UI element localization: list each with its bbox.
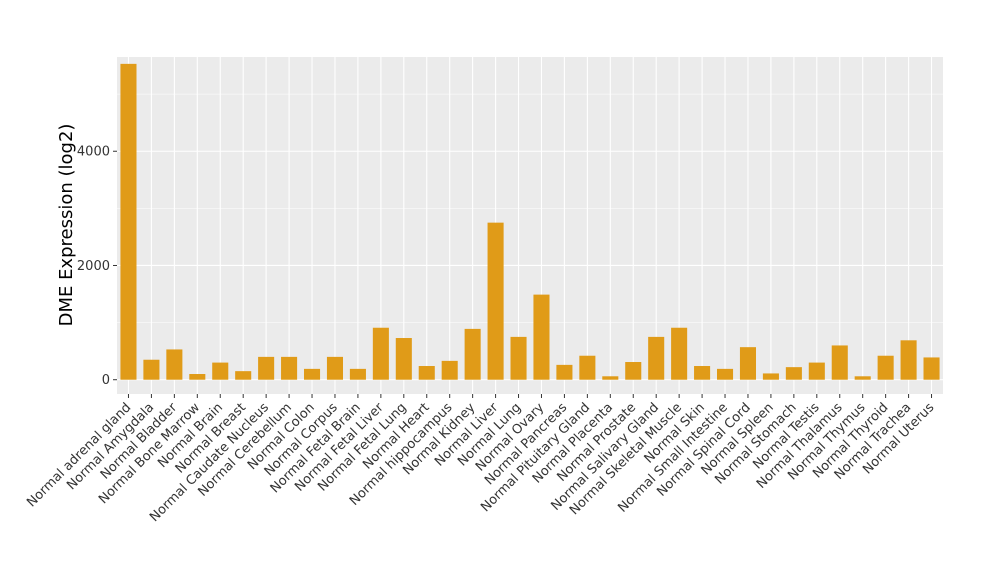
bars	[120, 63, 940, 380]
bar	[235, 371, 252, 380]
bar	[281, 356, 298, 380]
bar	[487, 222, 504, 380]
bar	[303, 368, 321, 380]
bar	[418, 366, 435, 380]
bar	[877, 355, 894, 380]
bar	[648, 336, 665, 380]
bar	[694, 366, 711, 380]
y-axis-title: DME Expression (log2)	[56, 124, 77, 327]
bar	[441, 360, 458, 380]
bar	[120, 63, 137, 380]
bar	[923, 357, 940, 380]
y-axis: 0 2000 4000	[77, 145, 117, 388]
bar	[762, 373, 779, 380]
bar	[625, 362, 642, 380]
bar	[556, 364, 573, 380]
bar	[602, 376, 619, 380]
bar	[212, 362, 229, 380]
bar	[808, 362, 825, 380]
bar	[258, 356, 275, 380]
plot-panel	[117, 57, 943, 394]
bar	[900, 340, 917, 380]
bar	[372, 327, 389, 380]
bar	[739, 347, 757, 380]
bar	[716, 368, 734, 380]
bar	[579, 355, 596, 380]
bar	[326, 356, 344, 380]
bar	[785, 367, 802, 380]
bar	[854, 376, 871, 380]
y-tick-label: 4000	[77, 145, 110, 160]
bar	[831, 345, 848, 380]
bar	[349, 368, 366, 380]
bar	[671, 327, 688, 380]
y-tick-label: 2000	[77, 259, 110, 274]
bar	[510, 336, 527, 380]
bar	[143, 359, 160, 380]
y-tick-label: 0	[102, 373, 110, 388]
bar	[166, 349, 183, 380]
bar	[464, 328, 481, 380]
bar	[533, 294, 550, 380]
bar	[189, 374, 206, 380]
bar	[395, 338, 412, 380]
